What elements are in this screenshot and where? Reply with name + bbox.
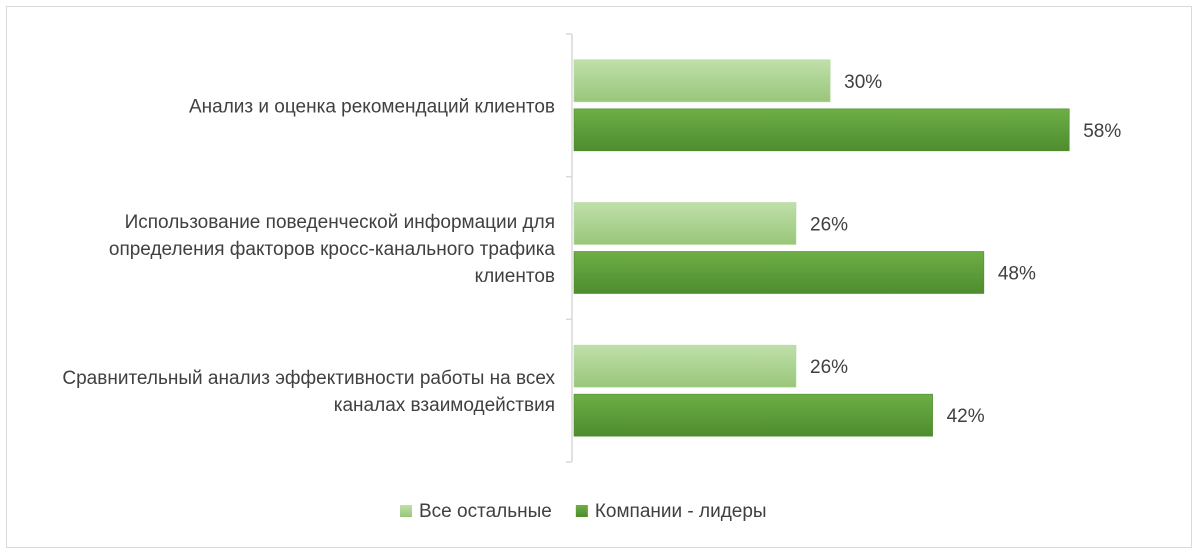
- bar-others: [573, 202, 797, 245]
- legend-label: Все остальные: [419, 501, 552, 522]
- bar-chart: Анализ и оценка рекомендаций клиентов 30%…: [62, 33, 1121, 522]
- labels-layer: Анализ и оценка рекомендаций клиентов 30%…: [62, 72, 1121, 427]
- legend-swatch-others: [400, 505, 412, 517]
- bar-leaders: [573, 393, 933, 437]
- data-label: 42%: [947, 406, 985, 427]
- bars-layer: [573, 59, 1070, 437]
- data-label: 58%: [1083, 121, 1121, 142]
- legend-swatch-leaders: [575, 505, 588, 517]
- category-label: Использование поведенческой информации д…: [109, 212, 556, 287]
- data-label: 26%: [810, 215, 848, 236]
- category-label: Анализ и оценка рекомендаций клиентов: [189, 96, 555, 117]
- axis-layer: [566, 33, 573, 463]
- data-label: 30%: [844, 72, 882, 93]
- chart-frame: Анализ и оценка рекомендаций клиентов 30%…: [6, 6, 1192, 548]
- bar-leaders: [573, 108, 1070, 152]
- bar-others: [573, 59, 831, 103]
- bar-others: [573, 344, 797, 388]
- data-label: 26%: [810, 357, 848, 378]
- legend: Все остальные Компании - лидеры: [400, 501, 767, 522]
- category-label: Сравнительный анализ эффективности работ…: [62, 368, 555, 416]
- data-label: 48%: [998, 264, 1036, 285]
- legend-label: Компании - лидеры: [595, 501, 767, 522]
- bar-leaders: [573, 251, 985, 294]
